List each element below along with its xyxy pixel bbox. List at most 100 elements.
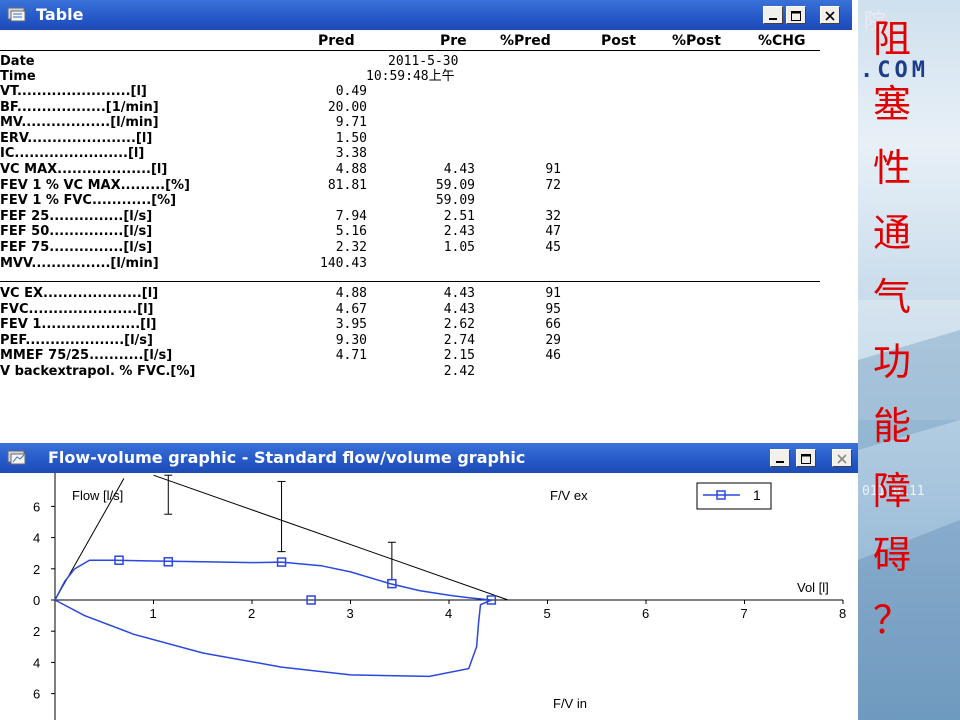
x-tick-label: 8 bbox=[839, 606, 846, 621]
row-label: MVV................[l/min] bbox=[0, 256, 159, 271]
row-pct-pred-value: 91 bbox=[545, 286, 561, 301]
row-pred-value: 140.43 bbox=[320, 256, 367, 271]
row-pred-value: 4.88 bbox=[336, 162, 367, 177]
side-caption-char: 气 bbox=[862, 272, 922, 322]
row-label: FVC......................[l] bbox=[0, 302, 153, 317]
row-pred-value: 81.81 bbox=[328, 178, 367, 193]
date-value: 2011-5-30 bbox=[388, 54, 458, 69]
row-pre-value: 2.42 bbox=[444, 364, 475, 379]
graph-window-titlebar[interactable]: Flow-volume graphic - Standard flow/volu… bbox=[0, 443, 858, 473]
graph-window-title: Flow-volume graphic - Standard flow/volu… bbox=[48, 448, 525, 467]
side-caption-char: 通 bbox=[862, 208, 922, 258]
y-tick-label: 4 bbox=[33, 655, 40, 670]
row-pct-pred-value: 72 bbox=[545, 178, 561, 193]
header-pct-pred: %Pred bbox=[500, 33, 551, 49]
y-tick-label: 2 bbox=[33, 562, 40, 577]
x-tick-label: 4 bbox=[445, 606, 452, 621]
row-pre-value: 4.43 bbox=[444, 302, 475, 317]
table-window-title: Table bbox=[36, 5, 83, 24]
row-pred-value: 3.95 bbox=[336, 317, 367, 332]
y-tick-label: 6 bbox=[33, 687, 40, 702]
row-pre-value: 2.51 bbox=[444, 209, 475, 224]
time-value: 10:59:48上午 bbox=[366, 69, 455, 84]
header-pre: Pre bbox=[440, 33, 467, 49]
axes-layer: 123456786420246 bbox=[33, 473, 846, 720]
row-pct-pred-value: 47 bbox=[545, 224, 561, 239]
table-window-titlebar[interactable]: Table bbox=[0, 0, 852, 30]
row-pre-value: 2.43 bbox=[444, 224, 475, 239]
close-button[interactable] bbox=[820, 6, 840, 24]
flow-volume-chart: 123456786420246 Flow [l/s] Vol [l] F/V e… bbox=[0, 473, 858, 720]
side-caption-char: 性 bbox=[862, 143, 922, 193]
graph-close-button[interactable] bbox=[832, 449, 852, 467]
row-pred-value: 20.00 bbox=[328, 100, 367, 115]
minimize-icon bbox=[767, 10, 779, 22]
header-pct-chg: %CHG bbox=[758, 33, 806, 49]
row-pct-pred-value: 91 bbox=[545, 162, 561, 177]
row-pct-pred-value: 45 bbox=[545, 240, 561, 255]
row-pct-pred-value: 66 bbox=[545, 317, 561, 332]
side-caption-char: 能 bbox=[862, 401, 922, 451]
row-pct-pred-value: 32 bbox=[545, 209, 561, 224]
x-tick-label: 6 bbox=[642, 606, 649, 621]
minimize-icon bbox=[774, 453, 786, 465]
row-pre-value: 4.43 bbox=[444, 286, 475, 301]
row-pre-value: 59.09 bbox=[436, 178, 475, 193]
row-pre-value: 2.15 bbox=[444, 348, 475, 363]
series-layer bbox=[55, 475, 508, 676]
row-pred-value: 3.38 bbox=[336, 146, 367, 161]
row-pre-value: 2.74 bbox=[444, 333, 475, 348]
x-tick-label: 1 bbox=[150, 606, 157, 621]
x-tick-label: 3 bbox=[347, 606, 354, 621]
y-tick-label: 0 bbox=[33, 593, 40, 608]
side-caption-char: 阻 bbox=[862, 14, 922, 64]
row-label: PEF....................[l/s] bbox=[0, 333, 153, 348]
row-pred-value: 4.71 bbox=[336, 348, 367, 363]
x-tick-label: 7 bbox=[741, 606, 748, 621]
maximize-icon bbox=[800, 453, 812, 465]
date-label: Date bbox=[0, 54, 35, 69]
header-divider bbox=[0, 50, 820, 51]
side-caption-char: 功 bbox=[862, 337, 922, 387]
y-axis-label: Flow [l/s] bbox=[72, 488, 123, 503]
row-pred-value: 7.94 bbox=[336, 209, 367, 224]
row-label: IC.......................[l] bbox=[0, 146, 144, 161]
row-label: FEV 1....................[l] bbox=[0, 317, 157, 332]
row-pct-pred-value: 29 bbox=[545, 333, 561, 348]
row-label: FEF 75...............[l/s] bbox=[0, 240, 152, 255]
side-caption-char: ？ bbox=[862, 595, 922, 645]
row-label: FEV 1 % FVC............[%] bbox=[0, 193, 176, 208]
minimize-button[interactable] bbox=[763, 6, 783, 24]
y-tick-label: 6 bbox=[33, 499, 40, 514]
side-caption-char: 塞 bbox=[862, 79, 922, 129]
row-label: MMEF 75/25...........[l/s] bbox=[0, 348, 172, 363]
row-label: VT.......................[l] bbox=[0, 84, 147, 99]
row-pct-pred-value: 95 bbox=[545, 302, 561, 317]
time-label: Time bbox=[0, 69, 36, 84]
y-tick-label: 4 bbox=[33, 531, 40, 546]
x-tick-label: 5 bbox=[544, 606, 551, 621]
row-label: BF..................[1/min] bbox=[0, 100, 159, 115]
row-pre-value: 2.62 bbox=[444, 317, 475, 332]
graph-maximize-button[interactable] bbox=[796, 449, 816, 467]
row-pred-value: 9.71 bbox=[336, 115, 367, 130]
row-pre-value: 59.09 bbox=[436, 193, 475, 208]
graph-minimize-button[interactable] bbox=[770, 449, 790, 467]
row-label: MV..................[l/min] bbox=[0, 115, 159, 130]
row-pred-value: 2.32 bbox=[336, 240, 367, 255]
x-axis-label: Vol [l] bbox=[797, 580, 829, 595]
header-pred: Pred bbox=[318, 33, 355, 49]
inspiratory-label: F/V in bbox=[553, 696, 587, 711]
legend-entry: 1 bbox=[753, 487, 761, 503]
inspiratory-curve bbox=[55, 600, 491, 676]
row-label: V backextrapol. % FVC.[%] bbox=[0, 364, 195, 379]
predicted-line bbox=[154, 475, 509, 600]
table-window-icon bbox=[6, 5, 28, 23]
row-pred-value: 4.88 bbox=[336, 286, 367, 301]
header-post: Post bbox=[601, 33, 636, 49]
maximize-button[interactable] bbox=[786, 6, 806, 24]
legend: 1 bbox=[697, 483, 771, 509]
close-icon bbox=[824, 10, 836, 22]
row-label: VC MAX...................[l] bbox=[0, 162, 167, 177]
row-label: FEF 25...............[l/s] bbox=[0, 209, 152, 224]
